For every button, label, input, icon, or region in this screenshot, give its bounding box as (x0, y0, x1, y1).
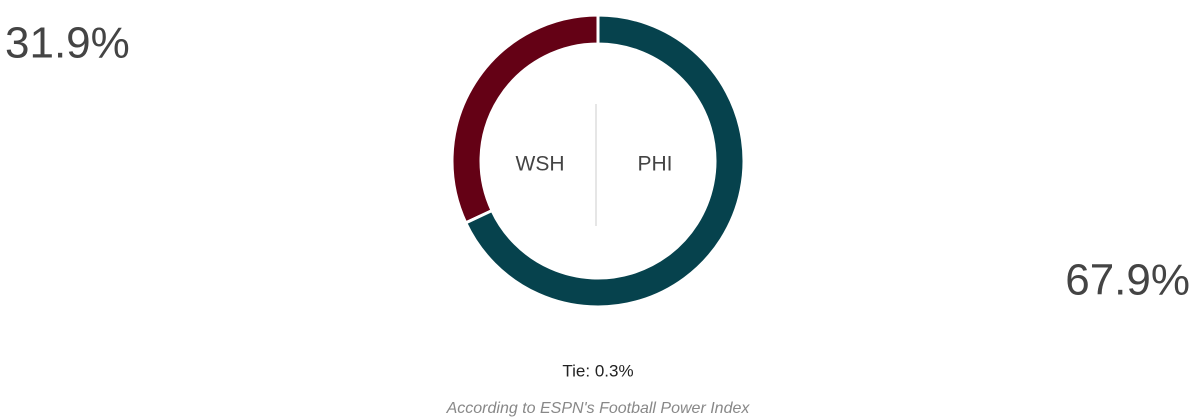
donut-segment (450, 13, 600, 225)
footnote: According to ESPN's Football Power Index (446, 400, 751, 417)
tie-label: Tie: 0.3% (562, 361, 633, 380)
team-label: PHI (637, 153, 672, 176)
value-label: 67.9% (1065, 256, 1190, 305)
value-label: 31.9% (5, 19, 130, 68)
donut-segment (463, 13, 746, 309)
team-label: WSH (516, 153, 565, 176)
